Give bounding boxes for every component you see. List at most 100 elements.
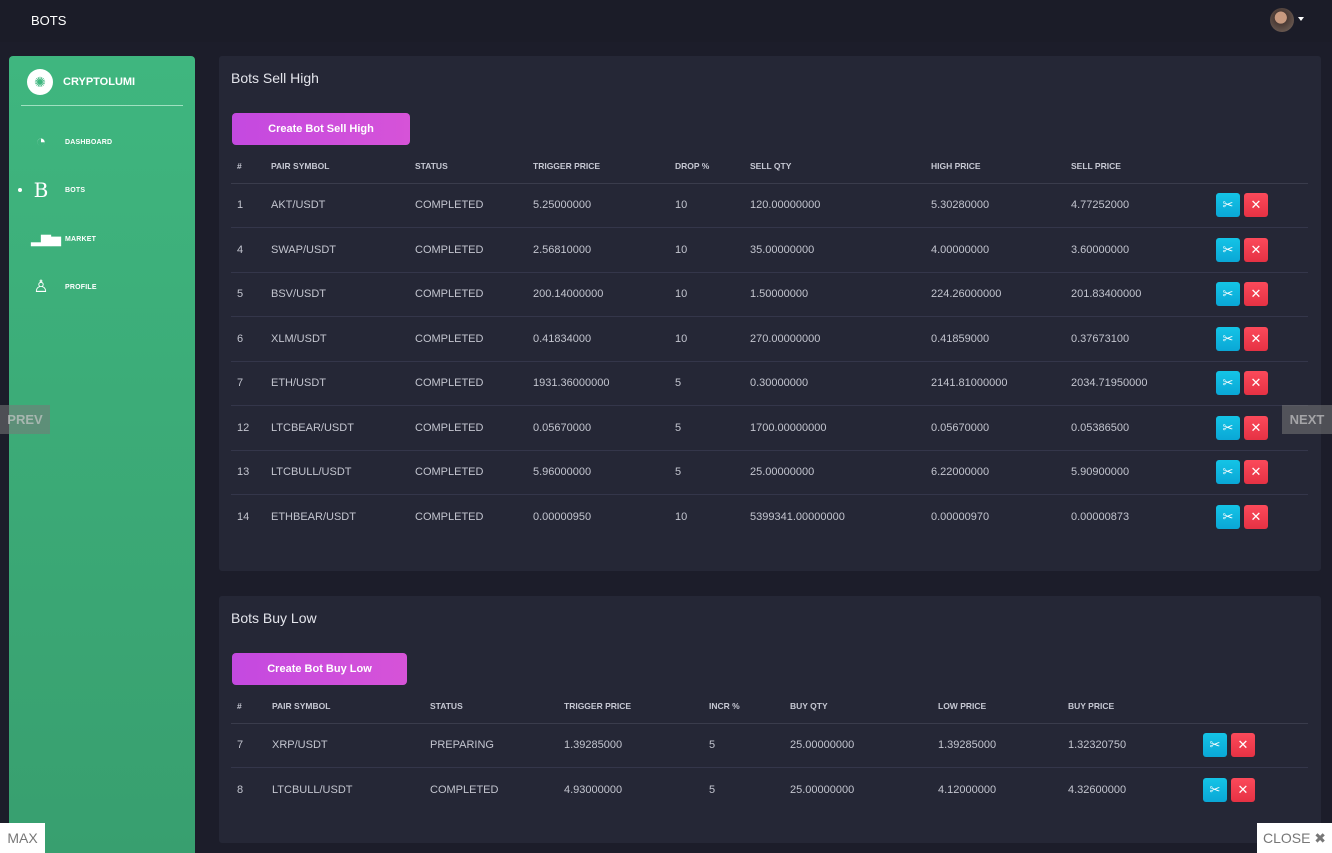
delete-bot-button[interactable]: ✕ <box>1244 460 1268 485</box>
delete-bot-button[interactable]: ✕ <box>1244 193 1268 218</box>
table-cell: 10 <box>675 511 688 523</box>
actions-cell: ✂ ✕ <box>1210 227 1308 273</box>
sidebar-item-market[interactable]: ▂▆▅ MARKET <box>9 224 195 254</box>
table-cell: 0.05670000 <box>527 405 669 451</box>
table-cell: 0.05670000 <box>925 405 1065 451</box>
table-cell: 4.00000000 <box>925 227 1065 273</box>
max-button[interactable]: MAX <box>0 823 45 853</box>
edit-bot-button[interactable]: ✂ <box>1216 326 1240 351</box>
table-cell: 224.26000000 <box>925 272 1065 317</box>
table-cell: 5 <box>669 405 744 451</box>
table-row: 14 ETHBEAR/USDT COMPLETED 0.00000950 10 53993… <box>231 495 1308 540</box>
table-cell: ETH/USDT <box>265 361 409 406</box>
brand[interactable]: ✺ CRYPTOLUMI <box>27 69 135 95</box>
sidebar-item-label: BOTS <box>65 186 86 194</box>
table-row: 4 SWAP/USDT COMPLETED 2.56810000 10 35.000000… <box>231 227 1308 273</box>
table-cell: 6.22000000 <box>925 450 1065 495</box>
edit-bot-button[interactable]: ✂ <box>1216 460 1240 485</box>
table-cell: 5 <box>669 450 744 495</box>
column-header: HIGH PRICE <box>925 150 1065 184</box>
table-cell: 10 <box>669 183 744 228</box>
edit-bot-button[interactable]: ✂ <box>1216 505 1240 529</box>
edit-bot-button[interactable]: ✂ <box>1216 282 1240 307</box>
sidebar-item-dashboard[interactable]: ◔ DASHBOARD <box>9 127 195 157</box>
delete-bot-button[interactable]: ✕ <box>1244 371 1268 396</box>
table-cell: XRP/USDT <box>266 723 424 768</box>
sidebar-item-label: MARKET <box>65 235 97 243</box>
sidebar-item-profile[interactable]: ♙ PROFILE <box>9 272 195 302</box>
edit-bot-button[interactable]: ✂ <box>1203 733 1227 758</box>
edit-bot-button[interactable]: ✂ <box>1216 415 1240 440</box>
table-cell: PREPARING <box>424 723 558 768</box>
edit-bot-button[interactable]: ✂ <box>1203 778 1227 802</box>
sidebar-item-bots[interactable]: B BOTS <box>9 175 195 205</box>
table-cell: 4.93000000 <box>564 784 623 796</box>
create-bot-sell-high-button[interactable]: Create Bot Sell High <box>232 113 410 145</box>
table-cell: 5.25000000 <box>527 183 669 228</box>
delete-bot-button[interactable]: ✕ <box>1244 282 1268 307</box>
table-cell: 1.39285000 <box>932 723 1062 768</box>
sidebar-item-label: DASHBOARD <box>65 138 113 146</box>
brand-name: CRYPTOLUMI <box>63 76 136 88</box>
table-cell: 0.30000000 <box>744 361 925 406</box>
table-cell: 2141.81000000 <box>925 361 1065 406</box>
table-cell: 14 <box>237 511 250 523</box>
table-cell: LTCBULL/USDT <box>265 450 409 495</box>
next-button[interactable]: NEXT <box>1282 405 1332 434</box>
actions-cell: ✂ ✕ <box>1210 316 1308 362</box>
pie-chart-icon: ◔ <box>35 132 47 151</box>
caret-down-icon[interactable] <box>1298 17 1304 21</box>
table-cell: 5.30280000 <box>925 183 1065 228</box>
table-cell: 1700.00000000 <box>744 405 925 451</box>
delete-bot-button[interactable]: ✕ <box>1231 778 1255 802</box>
table-cell: 3.60000000 <box>1065 227 1210 273</box>
sidebar-item-label: PROFILE <box>65 283 97 291</box>
column-header: DROP % <box>669 150 744 184</box>
table-cell: 0.41859000 <box>925 316 1065 362</box>
card-title: Bots Sell High <box>231 70 319 86</box>
page-title: BOTS <box>31 13 67 28</box>
delete-bot-button[interactable]: ✕ <box>1244 237 1268 262</box>
table-row: 6 XLM/USDT COMPLETED 0.41834000 10 270.000000… <box>231 316 1308 362</box>
prev-button[interactable]: PREV <box>0 405 50 434</box>
table-cell: 1.39285000 <box>558 723 703 768</box>
column-header: PAIR SYMBOL <box>266 690 424 724</box>
table-row: 8 LTCBULL/USDT COMPLETED 4.93000000 5 25.0000… <box>231 768 1308 813</box>
delete-bot-button[interactable]: ✕ <box>1231 733 1255 758</box>
table-cell: COMPLETED <box>409 361 527 406</box>
delete-bot-button[interactable]: ✕ <box>1244 505 1268 529</box>
column-header: # <box>231 150 265 184</box>
actions-cell: ✂ ✕ <box>1197 723 1308 768</box>
brain-logo-icon: ✺ <box>27 69 53 95</box>
table-cell: 4.32600000 <box>1068 784 1127 796</box>
tools-icon: ✂ <box>1222 464 1234 480</box>
delete-bot-button[interactable]: ✕ <box>1244 326 1268 351</box>
table-cell: 0.41834000 <box>527 316 669 362</box>
table-cell: 8 <box>237 784 244 796</box>
table-row: 12 LTCBEAR/USDT COMPLETED 0.05670000 5 1700.0… <box>231 405 1308 451</box>
table-cell: COMPLETED <box>409 450 527 495</box>
edit-bot-button[interactable]: ✂ <box>1216 371 1240 396</box>
table-cell: 10 <box>669 272 744 317</box>
sell-high-card: Bots Sell High Create Bot Sell High # PAI… <box>219 56 1321 571</box>
create-bot-buy-low-button[interactable]: Create Bot Buy Low <box>232 653 407 685</box>
table-cell: COMPLETED <box>409 183 527 228</box>
edit-bot-button[interactable]: ✂ <box>1216 193 1240 218</box>
user-avatar[interactable] <box>1270 8 1294 32</box>
table-cell: 7 <box>231 723 266 768</box>
edit-bot-button[interactable]: ✂ <box>1216 237 1240 262</box>
close-button[interactable]: CLOSE ✖ <box>1257 823 1332 853</box>
table-cell: 0.37673100 <box>1065 316 1210 362</box>
tools-icon: ✂ <box>1222 330 1234 346</box>
delete-bot-button[interactable]: ✕ <box>1244 415 1268 440</box>
table-cell: 0.00000970 <box>931 511 990 523</box>
active-dot <box>18 188 22 192</box>
table-row: 13 LTCBULL/USDT COMPLETED 5.96000000 5 25.000… <box>231 450 1308 495</box>
table-cell: 5 <box>703 723 784 768</box>
table-cell: 0.05386500 <box>1065 405 1210 451</box>
table-cell: 35.00000000 <box>744 227 925 273</box>
table-cell: COMPLETED <box>409 227 527 273</box>
table-cell: 5 <box>709 784 716 796</box>
column-header: BUY PRICE <box>1062 690 1197 724</box>
table-cell: 25.00000000 <box>784 723 932 768</box>
